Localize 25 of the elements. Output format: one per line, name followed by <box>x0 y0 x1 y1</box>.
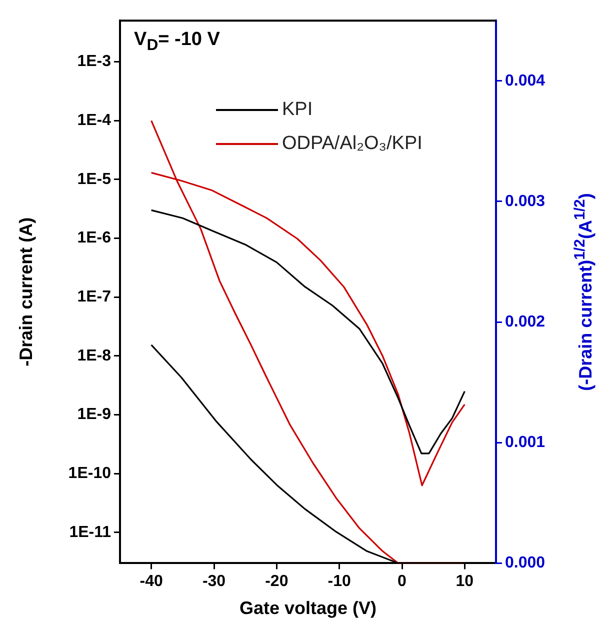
y-tick-label: 1E-9 <box>77 406 112 424</box>
y-tick-label: 1E-11 <box>69 524 112 541</box>
annotation: V$_{D}$= -10 V <box>134 28 220 54</box>
x-tick-label: -40 <box>140 573 163 590</box>
x-tick-label: -30 <box>202 573 226 590</box>
y2-tick-label: 0.003 <box>505 192 546 210</box>
y-tick-label: 1E-7 <box>77 288 112 306</box>
y-tick-label: 1E-10 <box>68 465 112 482</box>
y-tick-label: 1E-4 <box>77 112 112 129</box>
legend-label: ODPA/Al₂O₃/KPI <box>282 132 422 155</box>
legend-label: KPI <box>282 98 313 121</box>
y-tick-label: 1E-8 <box>77 347 112 364</box>
y2-tick-label: 0.002 <box>505 313 546 330</box>
y2-tick-label: 0.004 <box>505 72 546 90</box>
y-tick-label: 1E-5 <box>77 170 112 188</box>
x-tick-label: -20 <box>265 573 288 590</box>
y-axis-title: -Drain current (A) <box>16 217 36 366</box>
x-tick-label: 10 <box>456 573 474 590</box>
y2-tick-label: 0.001 <box>505 434 546 452</box>
y2-tick-label: 0.000 <box>505 554 546 572</box>
x-axis-title: Gate voltage (V) <box>239 598 377 618</box>
y-tick-label: 1E-6 <box>77 230 112 247</box>
x-tick-label: 0 <box>398 573 407 590</box>
y-tick-label: 1E-3 <box>77 53 112 70</box>
x-tick-label: -10 <box>328 573 351 590</box>
